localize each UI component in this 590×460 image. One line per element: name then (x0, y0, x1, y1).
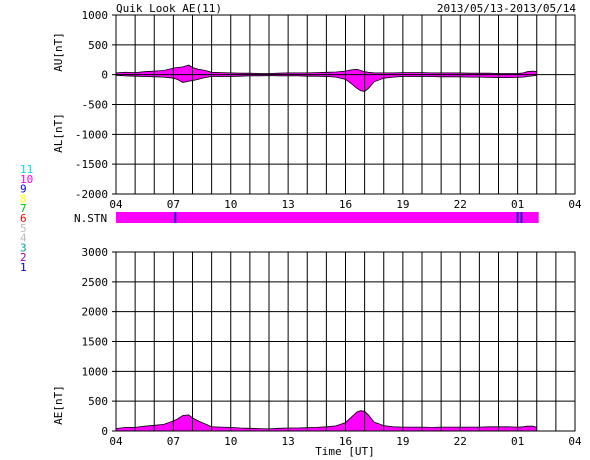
au-al-xtick-label: 01 (511, 198, 524, 211)
ae-ytick-label: 2500 (82, 276, 109, 289)
au-al-xtick-label: 04 (109, 198, 123, 211)
au-al-xtick-label: 10 (224, 198, 237, 211)
ae-ytick-label: 1000 (82, 365, 109, 378)
au-al-ytick-label: -2000 (75, 188, 108, 201)
station-count-bar (116, 212, 539, 223)
au-al-xtick-label: 07 (167, 198, 180, 211)
ae-xtick-label: 04 (109, 435, 123, 448)
station-bar-label: N.STN (74, 212, 107, 225)
legend-station-2: 2 (20, 251, 27, 264)
au-al-xtick-label: 04 (568, 198, 582, 211)
ae-xtick-label: 01 (511, 435, 524, 448)
ae-xtick-label: 04 (568, 435, 582, 448)
legend-station-3: 3 (20, 241, 27, 254)
ae-ytick-label: 500 (88, 395, 108, 408)
au-al-ytick-label: -1500 (75, 158, 108, 171)
legend-station-10: 10 (20, 173, 33, 186)
ae-xtick-label: 13 (282, 435, 295, 448)
legend-station-8: 8 (20, 192, 27, 205)
legend-station-1: 1 (20, 261, 27, 274)
legend-station-7: 7 (20, 202, 27, 215)
au-al-ytick-label: -1000 (75, 128, 108, 141)
station-bar-marker (174, 212, 177, 223)
au-al-xtick-label: 19 (396, 198, 409, 211)
au-axis-label: AU[nT] (52, 32, 65, 72)
ae-series-0-line (115, 410, 537, 430)
ae-xtick-label: 22 (454, 435, 467, 448)
ae-axis-label: AE[nT] (52, 385, 65, 425)
legend-station-6: 6 (20, 212, 27, 225)
ae-xtick-label: 10 (224, 435, 237, 448)
au-al-series-0-line (115, 64, 537, 74)
au-al-ytick-label: 500 (88, 39, 108, 52)
legend-station-9: 9 (20, 183, 27, 196)
legend-station-4: 4 (20, 232, 27, 245)
au-al-xtick-label: 13 (282, 198, 295, 211)
legend-station-5: 5 (20, 222, 27, 235)
au-al-ytick-label: 1000 (82, 9, 109, 22)
al-axis-label: AL[nT] (52, 113, 65, 153)
station-bar-marker (520, 212, 523, 223)
ae-xtick-label: 19 (396, 435, 409, 448)
legend-station-11: 11 (20, 163, 33, 176)
station-bar-marker (516, 212, 519, 223)
ae-frame (115, 251, 576, 432)
au-al-ytick-label: -500 (82, 99, 109, 112)
ae-ytick-label: 0 (101, 425, 108, 438)
chart-title: Quik Look AE(11) (116, 2, 222, 15)
ae-ytick-label: 1500 (82, 336, 109, 349)
ae-xtick-label: 16 (339, 435, 352, 448)
x-axis-label: Time [UT] (315, 445, 375, 458)
ae-ytick-label: 2000 (82, 306, 109, 319)
ae-xtick-label: 07 (167, 435, 180, 448)
au-al-xtick-label: 16 (339, 198, 352, 211)
au-al-series-1-area (116, 74, 537, 92)
au-al-series-1-line (115, 74, 537, 92)
date-range: 2013/05/13-2013/05/14 (437, 2, 576, 15)
station-bar-fill (116, 212, 539, 223)
ae-ytick-label: 3000 (82, 246, 109, 259)
au-al-frame (115, 14, 576, 195)
au-al-ytick-label: 0 (101, 69, 108, 82)
au-al-xtick-label: 22 (454, 198, 467, 211)
